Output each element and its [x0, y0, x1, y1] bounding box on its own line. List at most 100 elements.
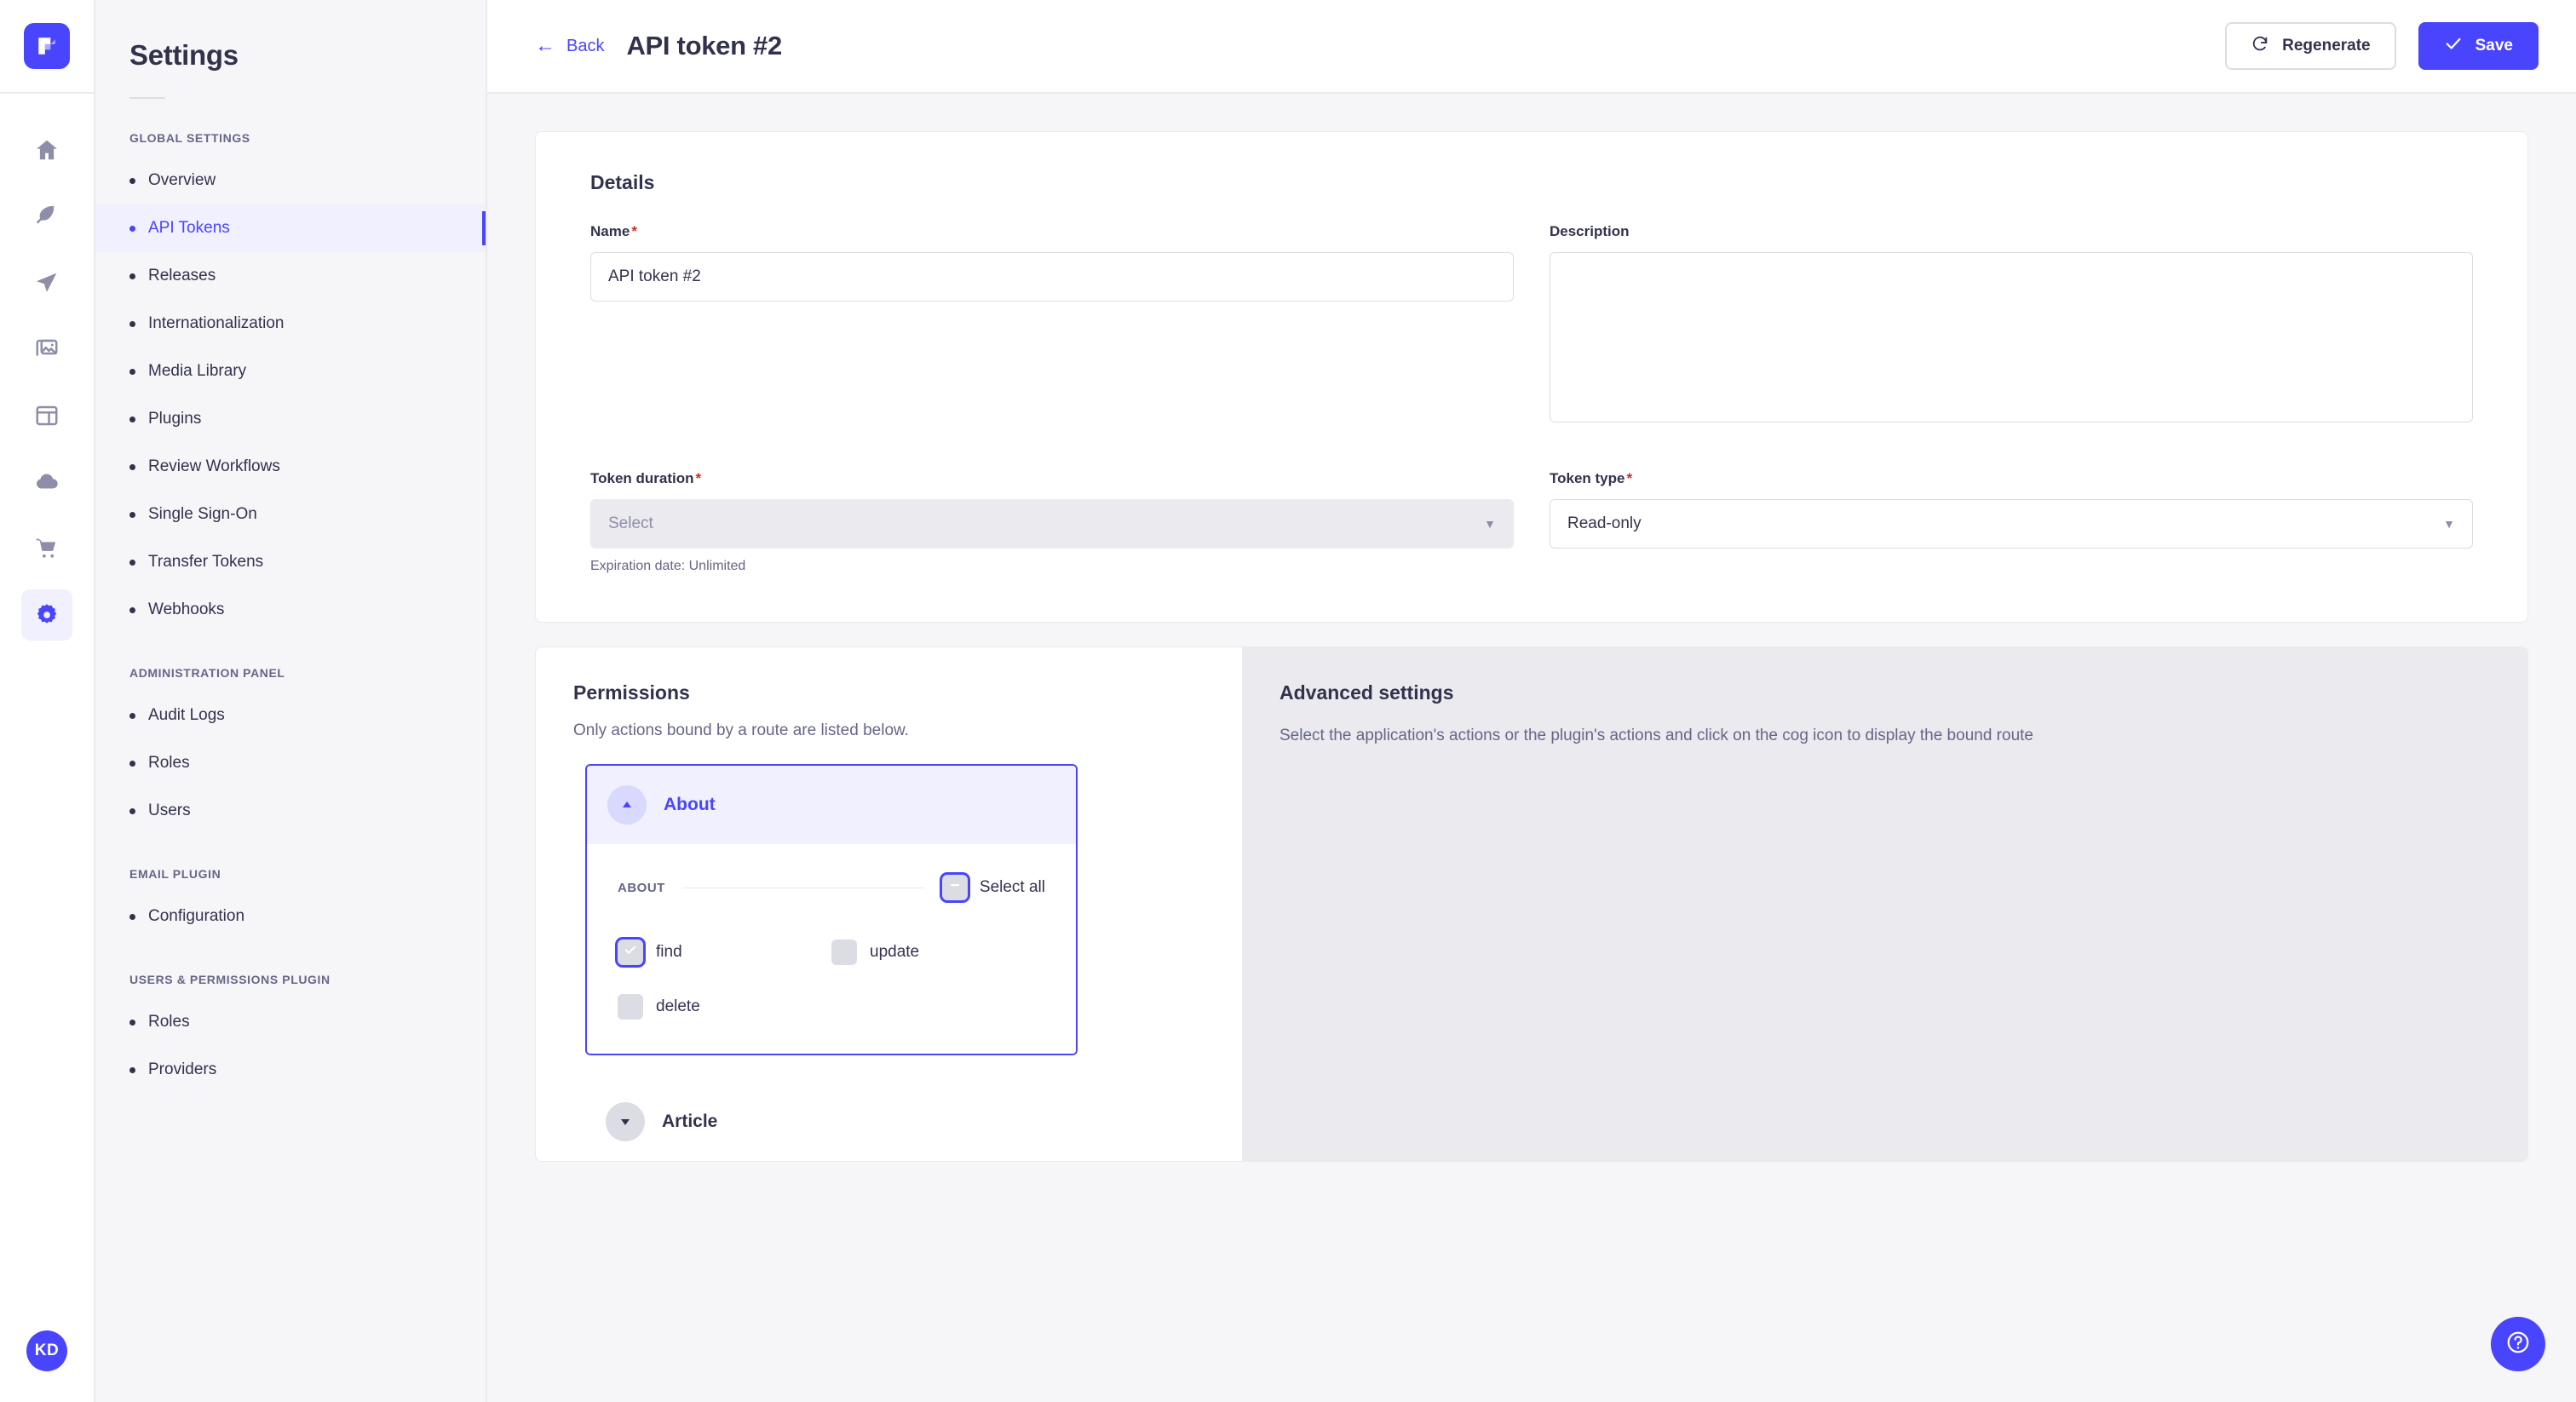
bullet-icon	[129, 606, 135, 613]
sidebar-groups: GLOBAL SETTINGS Overview API Tokens Release…	[95, 131, 486, 1094]
bullet-icon	[129, 712, 135, 719]
permissions-card: Permissions Only actions bound by a rout…	[535, 646, 1242, 1162]
sidebar-item-label: Configuration	[148, 907, 245, 925]
sidebar-item-users[interactable]: Users	[95, 787, 486, 835]
media-library-icon[interactable]	[21, 324, 72, 375]
sidebar-item-audit-logs[interactable]: Audit Logs	[95, 692, 486, 739]
sidebar-item-label: Transfer Tokens	[148, 553, 264, 571]
advanced-settings-panel: Advanced settings Select the application…	[1242, 646, 2528, 1162]
details-row-1: Name * API token #2 Description	[590, 223, 2473, 422]
sidebar-group-title: EMAIL PLUGIN	[129, 867, 221, 881]
chevron-up-icon[interactable]	[607, 785, 647, 825]
sidebar-item-media-library[interactable]: Media Library	[95, 348, 486, 395]
bullet-icon	[129, 1066, 135, 1073]
token-duration-required-asterisk: *	[695, 470, 702, 486]
feather-icon[interactable]	[21, 191, 72, 242]
sidebar-item-label: Roles	[148, 1013, 190, 1031]
sidebar-item-label: Roles	[148, 754, 190, 772]
sidebar-item-label: Single Sign-On	[148, 505, 257, 523]
back-link[interactable]: ← Back	[535, 36, 604, 56]
bullet-icon	[129, 463, 135, 470]
cart-icon[interactable]	[21, 523, 72, 574]
bullet-icon	[129, 416, 135, 422]
settings-sidebar: Settings GLOBAL SETTINGS Overview API Toke…	[95, 0, 487, 1402]
token-duration-group: Token duration * Select ▼ Expiration date…	[590, 470, 1514, 574]
description-textarea[interactable]	[1550, 252, 2473, 422]
details-title: Details	[590, 171, 655, 193]
sidebar-item-webhooks[interactable]: Webhooks	[95, 586, 486, 634]
help-button[interactable]	[2491, 1317, 2545, 1371]
main-area: ← Back API token #2 Regenerate Save	[487, 0, 2576, 1402]
sidebar-item-label: Overview	[148, 171, 216, 189]
cloud-icon[interactable]	[21, 457, 72, 508]
sidebar-group-title: GLOBAL SETTINGS	[129, 131, 250, 145]
expiration-hint: Expiration date: Unlimited	[590, 559, 746, 573]
save-button[interactable]: Save	[2418, 22, 2539, 70]
gear-icon[interactable]	[21, 589, 72, 641]
avatar[interactable]: KD	[26, 1330, 67, 1371]
sidebar-item-label: Audit Logs	[148, 706, 225, 724]
check-icon	[2444, 34, 2463, 58]
advanced-settings-description: Select the application's actions or the …	[1279, 727, 2033, 744]
description-label: Description	[1550, 223, 1630, 239]
permission-find[interactable]: find	[618, 939, 831, 965]
sidebar-item-releases[interactable]: Releases	[95, 252, 486, 300]
details-card: Details Name * API token #2 Description	[535, 131, 2528, 623]
app-logo[interactable]	[0, 0, 94, 94]
bullet-icon	[129, 273, 135, 279]
paper-plane-icon[interactable]	[21, 257, 72, 308]
bullet-icon	[129, 559, 135, 566]
home-icon[interactable]	[21, 124, 72, 175]
sidebar-item-label: Webhooks	[148, 600, 225, 618]
accordion-about-body: ABOUT Select all	[587, 844, 1076, 1054]
accordion-about: About ABOUT	[585, 764, 1078, 1055]
sidebar-item-configuration[interactable]: Configuration	[95, 893, 486, 940]
arrow-left-icon: ←	[535, 34, 555, 57]
select-all-control[interactable]: Select all	[941, 875, 1045, 900]
sidebar-item-label: Releases	[148, 267, 216, 284]
sidebar-item-plugins[interactable]: Plugins	[95, 395, 486, 443]
delete-checkbox[interactable]	[618, 994, 643, 1020]
primary-nav-rail: KD	[0, 0, 95, 1402]
sidebar-item-roles[interactable]: Roles	[95, 739, 486, 787]
sidebar-item-transfer-tokens[interactable]: Transfer Tokens	[95, 538, 486, 586]
sidebar-item-review-workflows[interactable]: Review Workflows	[95, 443, 486, 491]
chevron-down-icon[interactable]	[606, 1102, 645, 1141]
sidebar-item-label: Users	[148, 802, 191, 819]
sidebar-item-api-tokens[interactable]: API Tokens	[95, 204, 486, 252]
sidebar-item-label: API Tokens	[148, 219, 230, 237]
top-bar: ← Back API token #2 Regenerate Save	[487, 0, 2576, 94]
token-type-group: Token type * Read-only ▼	[1550, 470, 2473, 574]
accordion-about-header[interactable]: About	[587, 766, 1076, 844]
details-row-2: Token duration * Select ▼ Expiration date…	[590, 470, 2473, 574]
bullet-icon	[129, 1019, 135, 1026]
sidebar-item-overview[interactable]: Overview	[95, 157, 486, 204]
bullet-icon	[129, 225, 135, 232]
about-group-header: ABOUT Select all	[618, 875, 1045, 900]
token-duration-select[interactable]: Select ▼	[590, 499, 1514, 549]
token-type-select[interactable]: Read-only ▼	[1550, 499, 2473, 549]
update-checkbox[interactable]	[831, 939, 857, 965]
select-all-checkbox[interactable]	[941, 875, 968, 900]
bullet-icon	[129, 760, 135, 767]
permission-update[interactable]: update	[831, 939, 1045, 965]
regenerate-button[interactable]: Regenerate	[2225, 22, 2396, 70]
permissions-section: Permissions Only actions bound by a rout…	[535, 646, 2528, 1162]
accordion-article[interactable]: Article	[585, 1083, 1078, 1161]
rail-items	[21, 124, 72, 641]
sidebar-item-roles[interactable]: Roles	[95, 998, 486, 1046]
name-input[interactable]: API token #2	[590, 252, 1514, 302]
sidebar-item-single-sign-on[interactable]: Single Sign-On	[95, 491, 486, 538]
sidebar-item-internationalization[interactable]: Internationalization	[95, 300, 486, 348]
delete-label: delete	[656, 997, 700, 1015]
sidebar-item-providers[interactable]: Providers	[95, 1046, 486, 1094]
sidebar-header: Settings	[95, 0, 486, 99]
name-label: Name *	[590, 223, 1514, 240]
sidebar-item-label: Plugins	[148, 410, 202, 428]
layout-icon[interactable]	[21, 390, 72, 441]
find-checkbox[interactable]	[618, 939, 643, 965]
name-input-value: API token #2	[608, 267, 701, 285]
description-field-group: Description	[1550, 223, 2473, 422]
user-avatar-wrap[interactable]: KD	[26, 1330, 67, 1371]
permission-delete[interactable]: delete	[618, 994, 831, 1020]
